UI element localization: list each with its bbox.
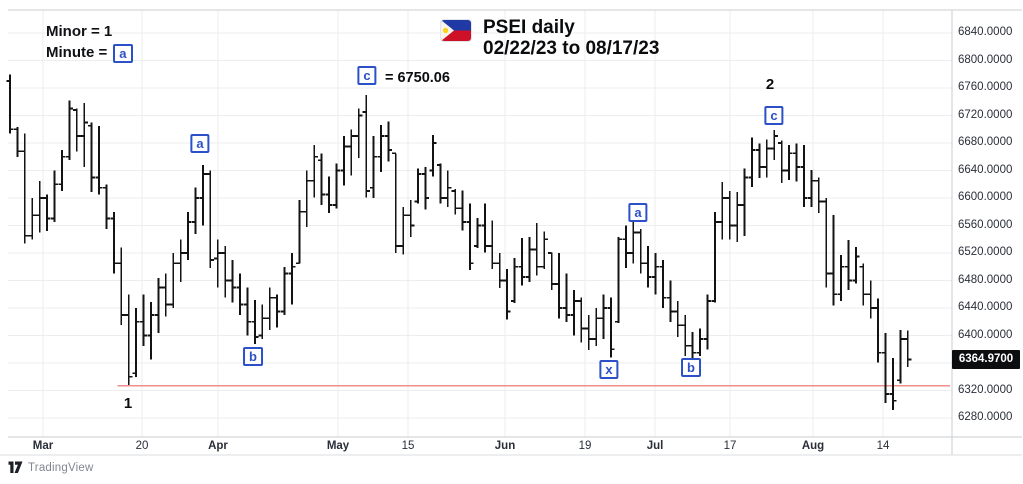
price-axis-label: 6600.0000 [958,191,1013,203]
time-axis-label: May [326,440,350,452]
price-axis-label: 6320.0000 [958,383,1013,396]
price-axis-label: 6520.0000 [958,246,1013,258]
wave-label-1: 1 [123,395,133,412]
time-axis-label: 14 [876,440,890,452]
tradingview-logo-icon [8,461,23,473]
wave-label-c: c [357,66,377,85]
price-axis-label: 6680.0000 [958,136,1013,148]
time-axis-label: 17 [723,440,737,452]
c-wave-price-annotation: = 6750.06 [385,70,450,86]
price-axis-label: 6480.0000 [958,273,1013,286]
tradingview-attribution[interactable]: TradingView [8,461,93,474]
wave-label-a: a [190,134,210,153]
legend-minor-degree: Minor = 1 [46,23,113,40]
wave-label-b: b [243,347,263,366]
time-axis-label: Jul [646,440,664,452]
price-axis-label: 6720.0000 [958,108,1013,121]
wave-label-a: a [628,203,648,222]
grid-layer [8,10,952,437]
price-axis-label: 6560.0000 [958,218,1013,231]
chart-title-line2: 02/22/23 to 08/17/23 [483,38,660,59]
wave-label-2: 2 [765,76,775,93]
time-axis-label: Apr [208,440,228,452]
wave-label-x: x [599,360,619,379]
last-price-badge: 6364.9700 [952,350,1020,370]
philippines-flag-icon [441,20,471,41]
plot-frame [0,9,1022,456]
wave-label-b: b [681,358,701,377]
time-axis-label: 15 [401,440,415,452]
tradingview-attribution-text: TradingView [28,461,94,474]
time-axis-label: 20 [135,440,149,452]
chart-title-line1: PSEI daily [483,17,575,38]
price-axis-label: 6280.0000 [958,411,1013,423]
chart-title: PSEI daily 02/22/23 to 08/17/23 [441,17,659,59]
price-axis-label: 6760.0000 [958,81,1013,93]
price-axis-label: 6800.0000 [958,53,1013,66]
price-axis-label: 6640.0000 [958,163,1013,176]
legend-minute-text: Minute = [46,44,108,61]
time-axis-label: Mar [32,440,54,452]
time-axis-label: Jun [494,440,516,452]
price-axis-label: 6400.0000 [958,328,1013,341]
price-axis-label: 6840.0000 [958,26,1013,38]
time-axis-label: 19 [578,440,592,452]
price-axis-label: 6440.0000 [958,301,1013,313]
wave-label-c: c [764,106,784,125]
minute-degree-box: a [113,43,133,63]
time-axis-label: Aug [801,440,825,452]
wave-degree-legend: Minor = 1 Minute = a [46,22,133,63]
legend-minute-degree: Minute = a [46,43,133,63]
ohlc-bars-layer [6,74,912,410]
